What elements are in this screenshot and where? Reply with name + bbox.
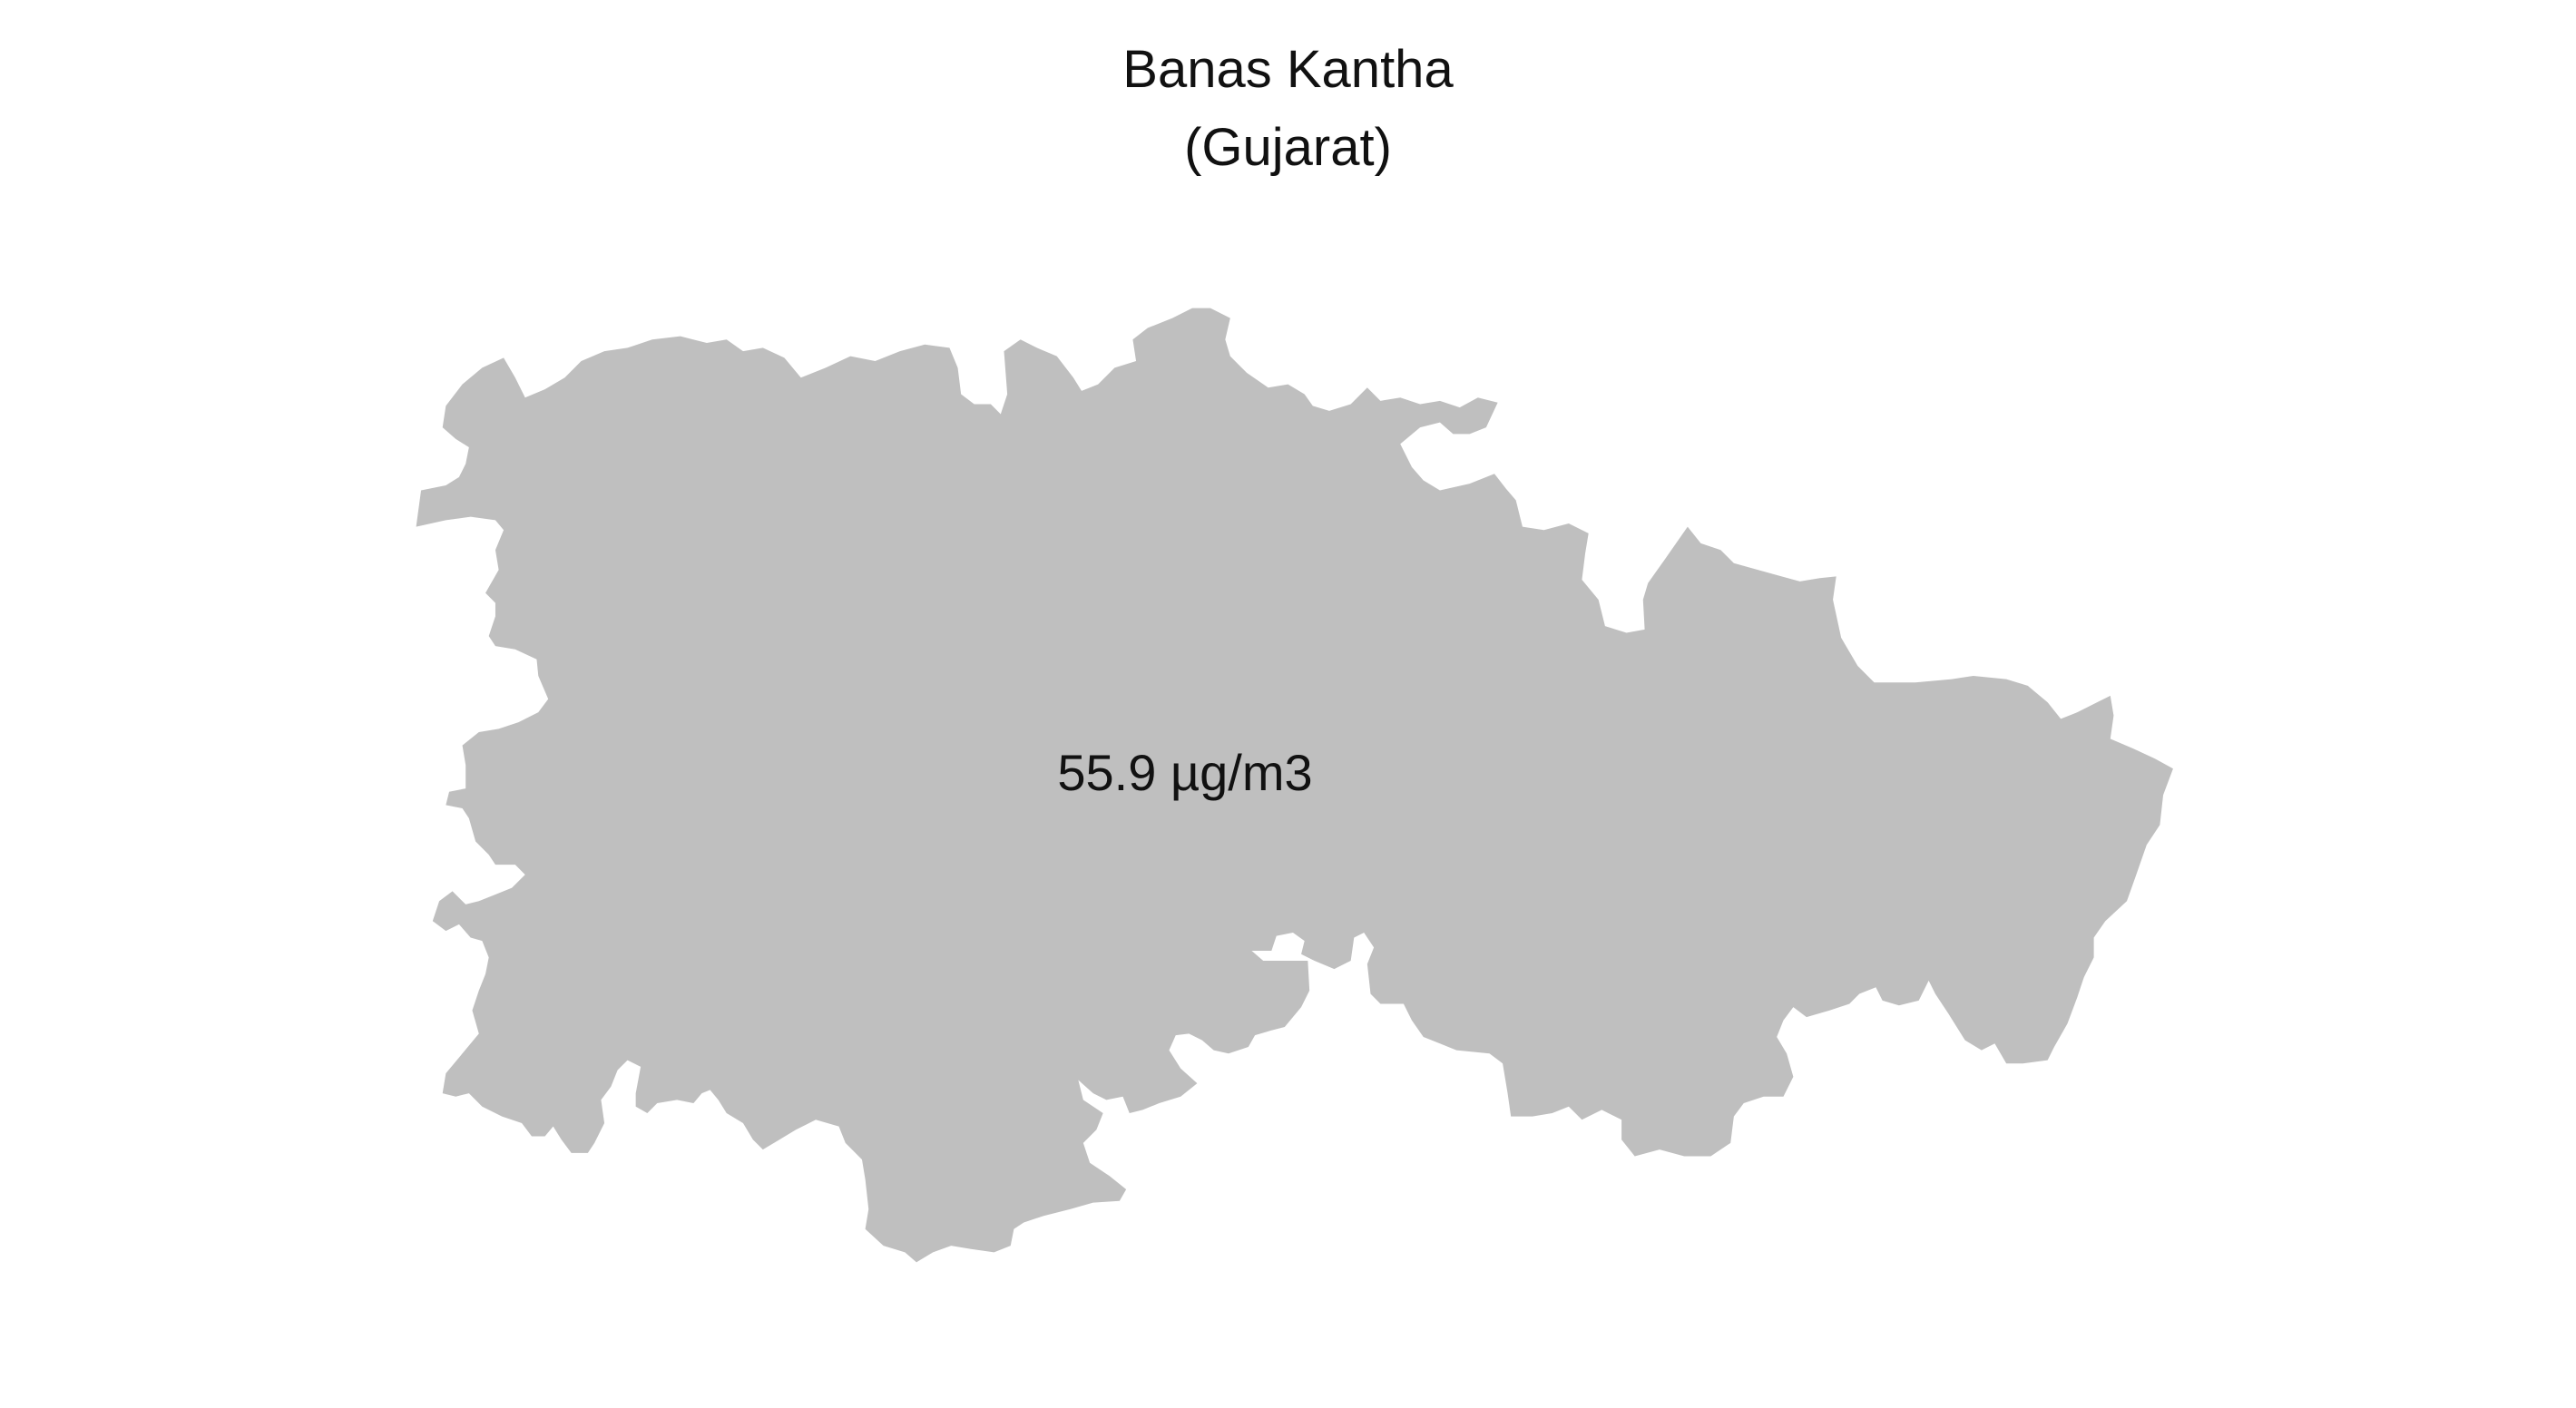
map-subtitle: (Gujarat) — [1184, 118, 1392, 177]
district-region-banas-kantha — [416, 308, 2173, 1263]
region-value-label: 55.9 µg/m3 — [1057, 744, 1313, 801]
map-title: Banas Kantha — [1122, 40, 1454, 99]
